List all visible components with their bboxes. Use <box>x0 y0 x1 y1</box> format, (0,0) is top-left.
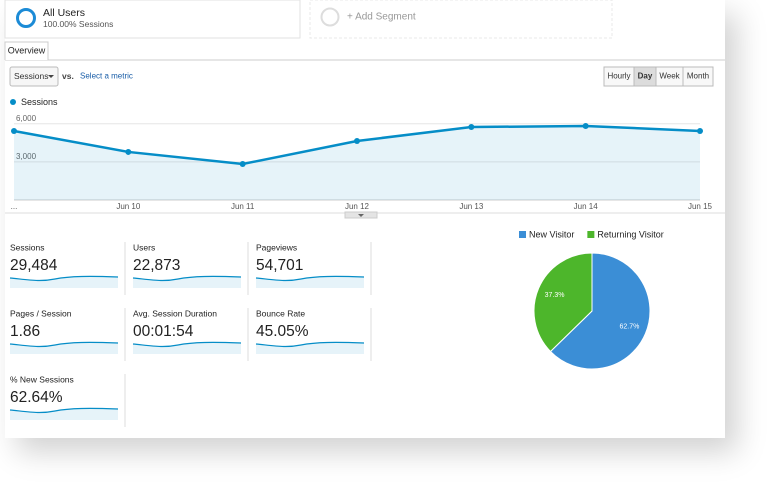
metric-dropdown[interactable] <box>9 66 59 87</box>
dropdown-arrow <box>48 75 54 78</box>
line-chart: Sessions 3,000 6,000... Jun 10 Jun 11 Jun 12 J… <box>10 97 713 211</box>
point <box>582 123 589 130</box>
area <box>14 126 700 200</box>
legend-marker <box>587 231 595 238</box>
metric-value: 00:01:54 <box>133 323 194 340</box>
tab-label: Overview <box>8 45 46 55</box>
select-metric[interactable]: Select a metric <box>80 72 133 81</box>
period-label: Month <box>687 72 709 81</box>
metric-label: Bounce Rate <box>256 308 305 318</box>
sparkline <box>9 407 119 414</box>
pie-chart: New Visitor Returning Visitor 62.7% 37.3% <box>519 229 664 370</box>
point <box>239 161 246 168</box>
sparkline-area <box>133 342 241 354</box>
legend-label: New Visitor <box>529 229 574 239</box>
tab[interactable] <box>4 41 49 60</box>
sparkline <box>132 275 242 282</box>
point <box>697 127 703 134</box>
point <box>468 124 475 131</box>
x-tick-label: Jun 15 <box>688 202 713 211</box>
vs-label: vs. <box>62 71 74 81</box>
metric-value: 62.64% <box>10 389 63 406</box>
point <box>354 138 360 145</box>
metric-value: 22,873 <box>133 257 180 274</box>
handle-arrow <box>358 214 364 217</box>
sparkline-area <box>10 342 118 354</box>
legend-label: Returning Visitor <box>597 229 663 239</box>
segment-icon <box>16 8 36 28</box>
metric-label: Pages / Session <box>10 308 72 318</box>
segment-subtitle: 100.00% Sessions <box>43 19 113 29</box>
metric-label: Sessions <box>10 242 45 252</box>
x-tick-label: Jun 14 <box>574 202 599 211</box>
metric-label: % New Sessions <box>10 374 74 384</box>
metric-label: Pageviews <box>256 242 297 252</box>
period-label: Week <box>659 72 680 81</box>
x-tick-label: ... <box>11 202 18 211</box>
metric-label: Avg. Session Duration <box>133 308 217 318</box>
legend-marker <box>10 99 16 105</box>
pie-slice <box>549 252 651 370</box>
x-tick-label: Jun 11 <box>231 202 255 211</box>
y-tick-label: 6,000 <box>16 114 37 123</box>
metric-value: 1.86 <box>10 323 40 340</box>
legend-marker <box>519 231 526 238</box>
period-button[interactable] <box>682 66 714 87</box>
point <box>125 148 132 155</box>
x-tick-label: Jun 10 <box>116 202 141 211</box>
metric-value: 29,484 <box>10 257 58 274</box>
x-tick-label: Jun 12 <box>345 202 370 211</box>
y-tick-label: 3,000 <box>16 152 37 161</box>
slice-label: 37.3% <box>545 292 565 299</box>
sparkline-area <box>133 276 241 288</box>
x-tick-label: Jun 13 <box>459 202 484 211</box>
metric-value: 54,701 <box>256 257 303 274</box>
sparkline <box>9 341 119 348</box>
sparkline <box>132 341 242 348</box>
metric-dropdown-label: Sessions <box>14 71 49 81</box>
period-buttons: Hourly Day Week Month <box>603 66 714 87</box>
legend-label: Sessions <box>21 97 58 107</box>
point <box>11 127 17 134</box>
segment-box[interactable] <box>4 0 301 39</box>
sparkline-area <box>256 342 364 354</box>
metric-tiles: Sessions 29,484 Users 22,873 Pageviews 54,701… <box>9 242 372 427</box>
segment-title: All Users <box>43 7 85 19</box>
period-label: Day <box>638 72 653 81</box>
period-label: Hourly <box>607 72 630 81</box>
sparkline-area <box>10 276 118 288</box>
pie-slice <box>533 252 593 353</box>
segment-box[interactable] <box>309 0 613 39</box>
sparkline-area <box>10 408 118 420</box>
add-segment[interactable]: + Add Segment <box>347 12 416 23</box>
sparkline-area <box>256 276 364 288</box>
sparkline <box>255 341 365 348</box>
metric-value: 45.05% <box>256 323 309 340</box>
metric-label: Users <box>133 242 155 252</box>
sparkline <box>255 275 365 282</box>
sparkline <box>9 275 119 282</box>
slice-label: 62.7% <box>619 324 639 331</box>
segment-icon <box>320 7 340 27</box>
